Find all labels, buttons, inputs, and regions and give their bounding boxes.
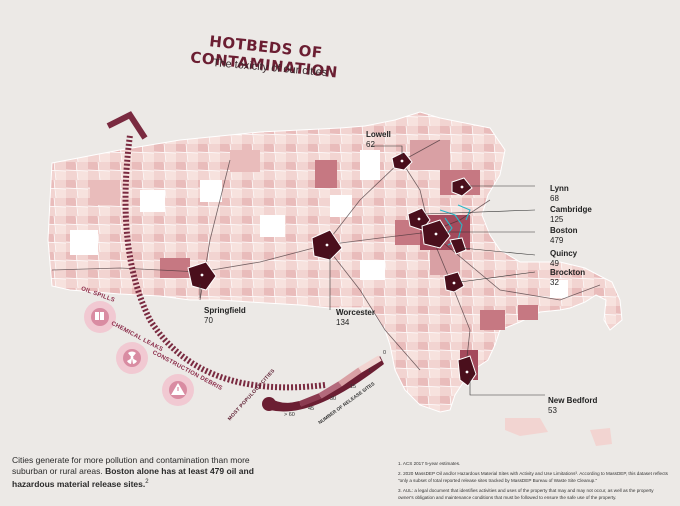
footnote: 1. ACS 2017 5-year estimates. <box>398 461 461 466</box>
legend-bands <box>279 355 382 411</box>
island <box>590 428 612 446</box>
label-lynn: Lynn 68 <box>550 184 569 203</box>
legend-bin: 30 <box>330 396 337 402</box>
label-cambridge: Cambridge 125 <box>550 205 592 224</box>
label-springfield: Springfield 70 <box>204 306 246 325</box>
population-arrow <box>106 111 326 391</box>
label-quincy: Quincy 49 <box>550 249 578 268</box>
footnotes: 1. ACS 2017 5-year estimates. 2. 2020 Ma… <box>398 460 670 504</box>
label-lowell: Lowell 62 <box>366 130 391 149</box>
footnote: 3. AUL: a legal document that identifies… <box>398 488 654 500</box>
marker-dots <box>200 159 469 374</box>
marker-quincy <box>449 237 467 255</box>
callout-lines <box>199 145 545 396</box>
legend-bin: > 60 <box>284 412 295 418</box>
label-brockton: Brockton 32 <box>550 268 586 287</box>
oil-barrels-icon <box>95 312 104 320</box>
label-worcester: Worcester 134 <box>336 308 375 327</box>
footnote: 2. 2020 MassDEP Oil and/or Hazardous Mat… <box>398 471 668 483</box>
warning-icon <box>171 383 185 395</box>
legend-bin: 1 <box>368 368 372 374</box>
label-boston: Boston 479 <box>550 226 578 245</box>
legend-bin: 45 <box>308 406 315 412</box>
island <box>505 418 548 436</box>
legend-bin: 15 <box>350 384 357 390</box>
legend-bin: 0 <box>383 350 387 356</box>
footer-summary: Cities generate for more pollution and c… <box>12 455 254 489</box>
label-new-bedford: New Bedford 53 <box>548 396 598 415</box>
radiation-icon <box>127 351 137 364</box>
